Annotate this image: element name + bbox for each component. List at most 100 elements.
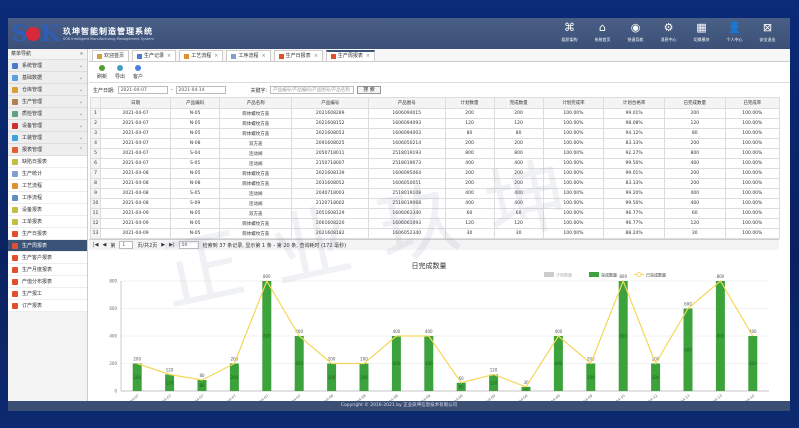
column-header[interactable]: 日期 [99,97,172,109]
column-header[interactable]: 已完成率 [724,97,781,109]
sidebar-item[interactable]: 产值分布报表 [8,276,87,288]
close-icon[interactable]: × [313,52,318,59]
sidebar-group[interactable]: 系统管理 ⌄ [8,60,87,72]
bar[interactable] [229,363,239,392]
export-button[interactable]: 导出 [115,64,125,80]
column-header[interactable] [90,97,101,109]
table-row[interactable]: 11 2021-04-09 N-05 双方盖 2051608129 1606061340 6… [90,208,781,219]
bar[interactable] [748,336,758,391]
bar[interactable] [521,386,531,391]
sidebar-item[interactable]: 缺陷日报表 [8,156,87,168]
table-row[interactable]: 6 2021-04-07 S-05 连动阀 2150718007 2518019073 40… [90,158,781,169]
sidebar-group[interactable]: 生产管理 ⌄ [8,96,87,108]
sidebar-item[interactable]: 工艺流程 [8,180,87,192]
close-icon[interactable]: × [167,52,172,59]
column-header[interactable]: 计划数量 [444,97,495,109]
bar[interactable] [651,363,661,392]
table-row[interactable]: 7 2021-04-08 N-05 筒体螺纹方盖 2021608139 160609506… [90,168,781,179]
first-page-button[interactable]: |◀ [93,242,99,248]
sidebar-item[interactable]: 生产日报表 [8,228,87,240]
tab[interactable]: 工艺流程 × [179,50,224,61]
bar[interactable] [683,308,693,392]
sidebar-item[interactable]: 生产周报表 [8,240,87,252]
bar[interactable] [586,363,596,392]
bar[interactable] [618,281,628,391]
nav-exit[interactable]: ⊠ 安全退出 [751,21,784,43]
table-row[interactable]: 4 2021-04-07 N-08 双方盖 2091608025 1606050214 20… [90,138,781,149]
table-row[interactable]: 8 2021-04-08 N-08 筒体螺纹方盖 2031608052 160605005… [90,178,781,189]
column-header[interactable]: 计划合格率 [603,97,665,109]
table-row[interactable]: 1 2021-04-07 N-05 筒体螺纹方盖 2021608289 160609401… [90,108,781,119]
sidebar-item[interactable]: 生产月度报表 [8,264,87,276]
next-page-button[interactable]: ▶ [161,242,166,248]
date-from-input[interactable]: 2021-04-07 [117,86,168,94]
tab[interactable]: 欢迎首页 [92,50,130,61]
sidebar-group[interactable]: 设备管理 ⌄ [8,120,87,132]
sidebar-group[interactable]: 仓库管理 ⌄ [8,84,87,96]
sidebar-group[interactable]: 基础数据 ⌄ [8,72,87,84]
bar[interactable] [165,374,175,392]
tab[interactable]: 生产记录 × [132,50,177,61]
sidebar-group[interactable]: 工装管理 ⌄ [8,132,87,144]
sidebar-item[interactable]: 工序流程 [8,192,87,204]
column-header[interactable]: 产品编号 [291,97,369,109]
bar[interactable] [294,336,304,391]
sidebar-item[interactable]: 生产客户报表 [8,252,87,264]
table-row[interactable]: 9 2021-04-08 S-05 连动阀 2040718003 2518019108 40… [90,188,781,199]
table-row[interactable]: 10 2021-04-08 S-09 连动阀 2120718002 2518019068 4… [90,198,781,209]
bar[interactable] [327,363,337,392]
table-row[interactable]: 13 2021-04-09 N-05 筒体螺纹方盖 2021608182 16060523… [90,228,781,239]
column-header[interactable]: 已完成数量 [663,97,726,109]
nav-user[interactable]: 👤 个人中心 [718,21,751,43]
customer-button[interactable]: 客户 [133,64,143,80]
column-header[interactable]: 产品名称 [219,97,293,109]
bar[interactable] [359,363,369,392]
page-input[interactable]: 1 [119,241,134,249]
column-header[interactable]: 产品图号 [367,97,446,109]
collapse-sidebar-button[interactable]: » [79,51,83,57]
legend-swatch[interactable] [589,272,599,277]
tab[interactable]: 生产日报表 × [273,50,323,61]
sidebar-group[interactable]: 质检管理 ⌄ [8,108,87,120]
bar[interactable] [391,336,401,391]
close-icon[interactable]: × [365,53,371,59]
search-button[interactable]: 搜 索 [357,86,381,94]
nav-compass[interactable]: ◉ 快速导航 [619,21,652,43]
bar[interactable] [132,363,142,392]
sidebar-group[interactable]: 报表管理 ⌃ [8,144,87,156]
bar[interactable] [456,382,466,391]
nav-gear[interactable]: ⚙ 消息中心 [652,21,685,43]
bar[interactable] [715,281,725,391]
tab[interactable]: 工序流程 × [226,50,271,61]
sidebar-item[interactable]: 订产报表 [8,300,87,312]
bar[interactable] [197,380,207,391]
tab[interactable]: 生产周报表 × [325,50,376,61]
bar[interactable] [489,374,499,392]
legend-swatch[interactable] [544,272,554,277]
page-size-select[interactable]: 50 [178,241,199,249]
sidebar-item[interactable]: 工单报表 [8,216,87,228]
table-row[interactable]: 3 2021-04-07 N-05 筒体螺纹方盖 2021608053 160609400… [90,128,781,139]
close-icon[interactable]: × [214,52,219,59]
nav-org-chart[interactable]: ⌘ 组织架构 [553,21,586,43]
table-row[interactable]: 2 2021-04-07 N-05 筒体螺纹方盖 2021608152 160609409… [90,118,781,129]
column-header[interactable]: 产品编码 [170,97,221,109]
keyword-input[interactable]: 产品编号/产品编码/产品图号/产品名称 [270,86,355,94]
bar[interactable] [262,281,272,391]
nav-grid[interactable]: ▦ 切换模块 [685,21,718,43]
prev-page-button[interactable]: ◀ [102,242,107,248]
nav-home[interactable]: ⌂ 系统首页 [586,21,619,43]
bar[interactable] [424,336,434,391]
sidebar-item[interactable]: 设备报表 [8,204,87,216]
sidebar-item[interactable]: 生产统计 [8,168,87,180]
column-header[interactable]: 完成数量 [493,97,544,109]
table-row[interactable]: 12 2021-04-09 N-05 筒体螺纹方盖 2061608220 16060610… [90,218,781,229]
last-page-button[interactable]: ▶| [169,242,175,248]
close-icon[interactable]: × [261,52,266,59]
column-header[interactable]: 计划完成率 [542,97,605,109]
date-to-input[interactable]: 2021-04-14 [175,86,226,94]
table-row[interactable]: 5 2021-04-07 S-04 连动阀 2050718011 2518019193 80… [90,148,781,159]
sidebar-item[interactable]: 生产报工 [8,288,87,300]
bar[interactable] [553,336,563,391]
refresh-button[interactable]: 刷新 [97,64,107,80]
